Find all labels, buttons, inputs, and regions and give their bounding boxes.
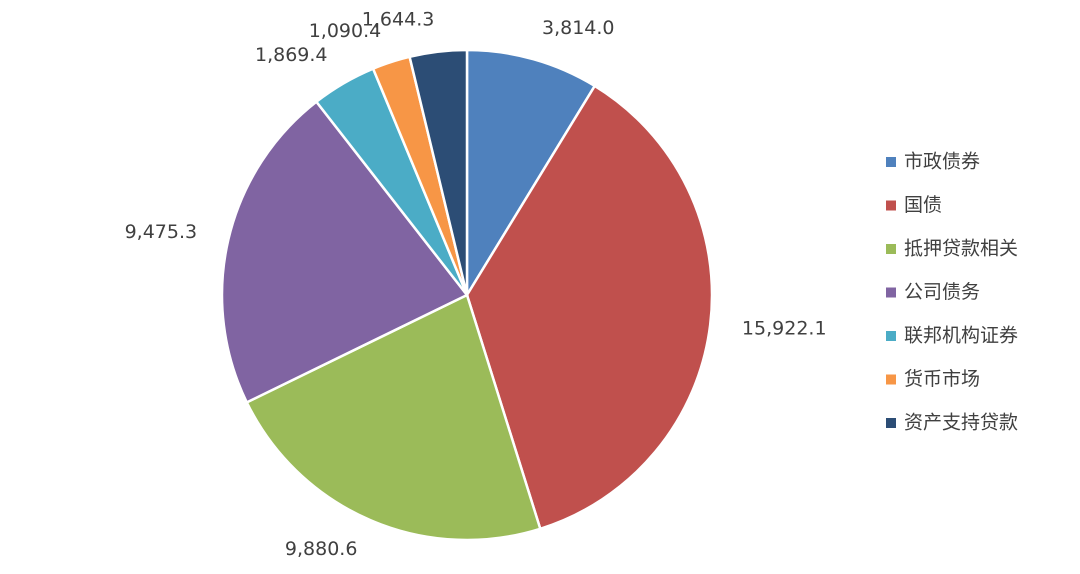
pie-slice — [465, 48, 597, 300]
legend-label: 市政债券 — [904, 151, 980, 173]
legend-swatch — [886, 244, 896, 254]
legend-swatch — [886, 331, 896, 341]
data-label: 9,880.6 — [285, 538, 358, 560]
pie-slice — [465, 84, 714, 531]
legend-swatch — [886, 374, 896, 385]
legend-swatch — [886, 200, 896, 211]
legend-swatch — [886, 418, 896, 428]
data-label: 3,814.0 — [542, 17, 615, 39]
pie-slice — [245, 293, 542, 542]
data-label: 1,090.4 — [309, 20, 382, 42]
legend-label: 货币市场 — [904, 368, 980, 390]
legend-label: 资产支持贷款 — [904, 412, 1018, 434]
data-label: 9,475.3 — [125, 221, 198, 243]
legend-swatch — [886, 287, 896, 298]
pie-slice — [408, 48, 469, 296]
legend-label: 公司债务 — [904, 281, 980, 303]
legend-label: 抵押贷款相关 — [904, 238, 1018, 260]
legend-swatch — [886, 157, 896, 167]
legend-label: 联邦机构证券 — [904, 325, 1018, 347]
data-label: 1,869.4 — [255, 44, 328, 66]
data-label: 15,922.1 — [742, 317, 827, 339]
data-label: 1,644.3 — [362, 8, 435, 30]
pie-slice — [220, 100, 469, 405]
legend-label: 国债 — [904, 194, 942, 216]
